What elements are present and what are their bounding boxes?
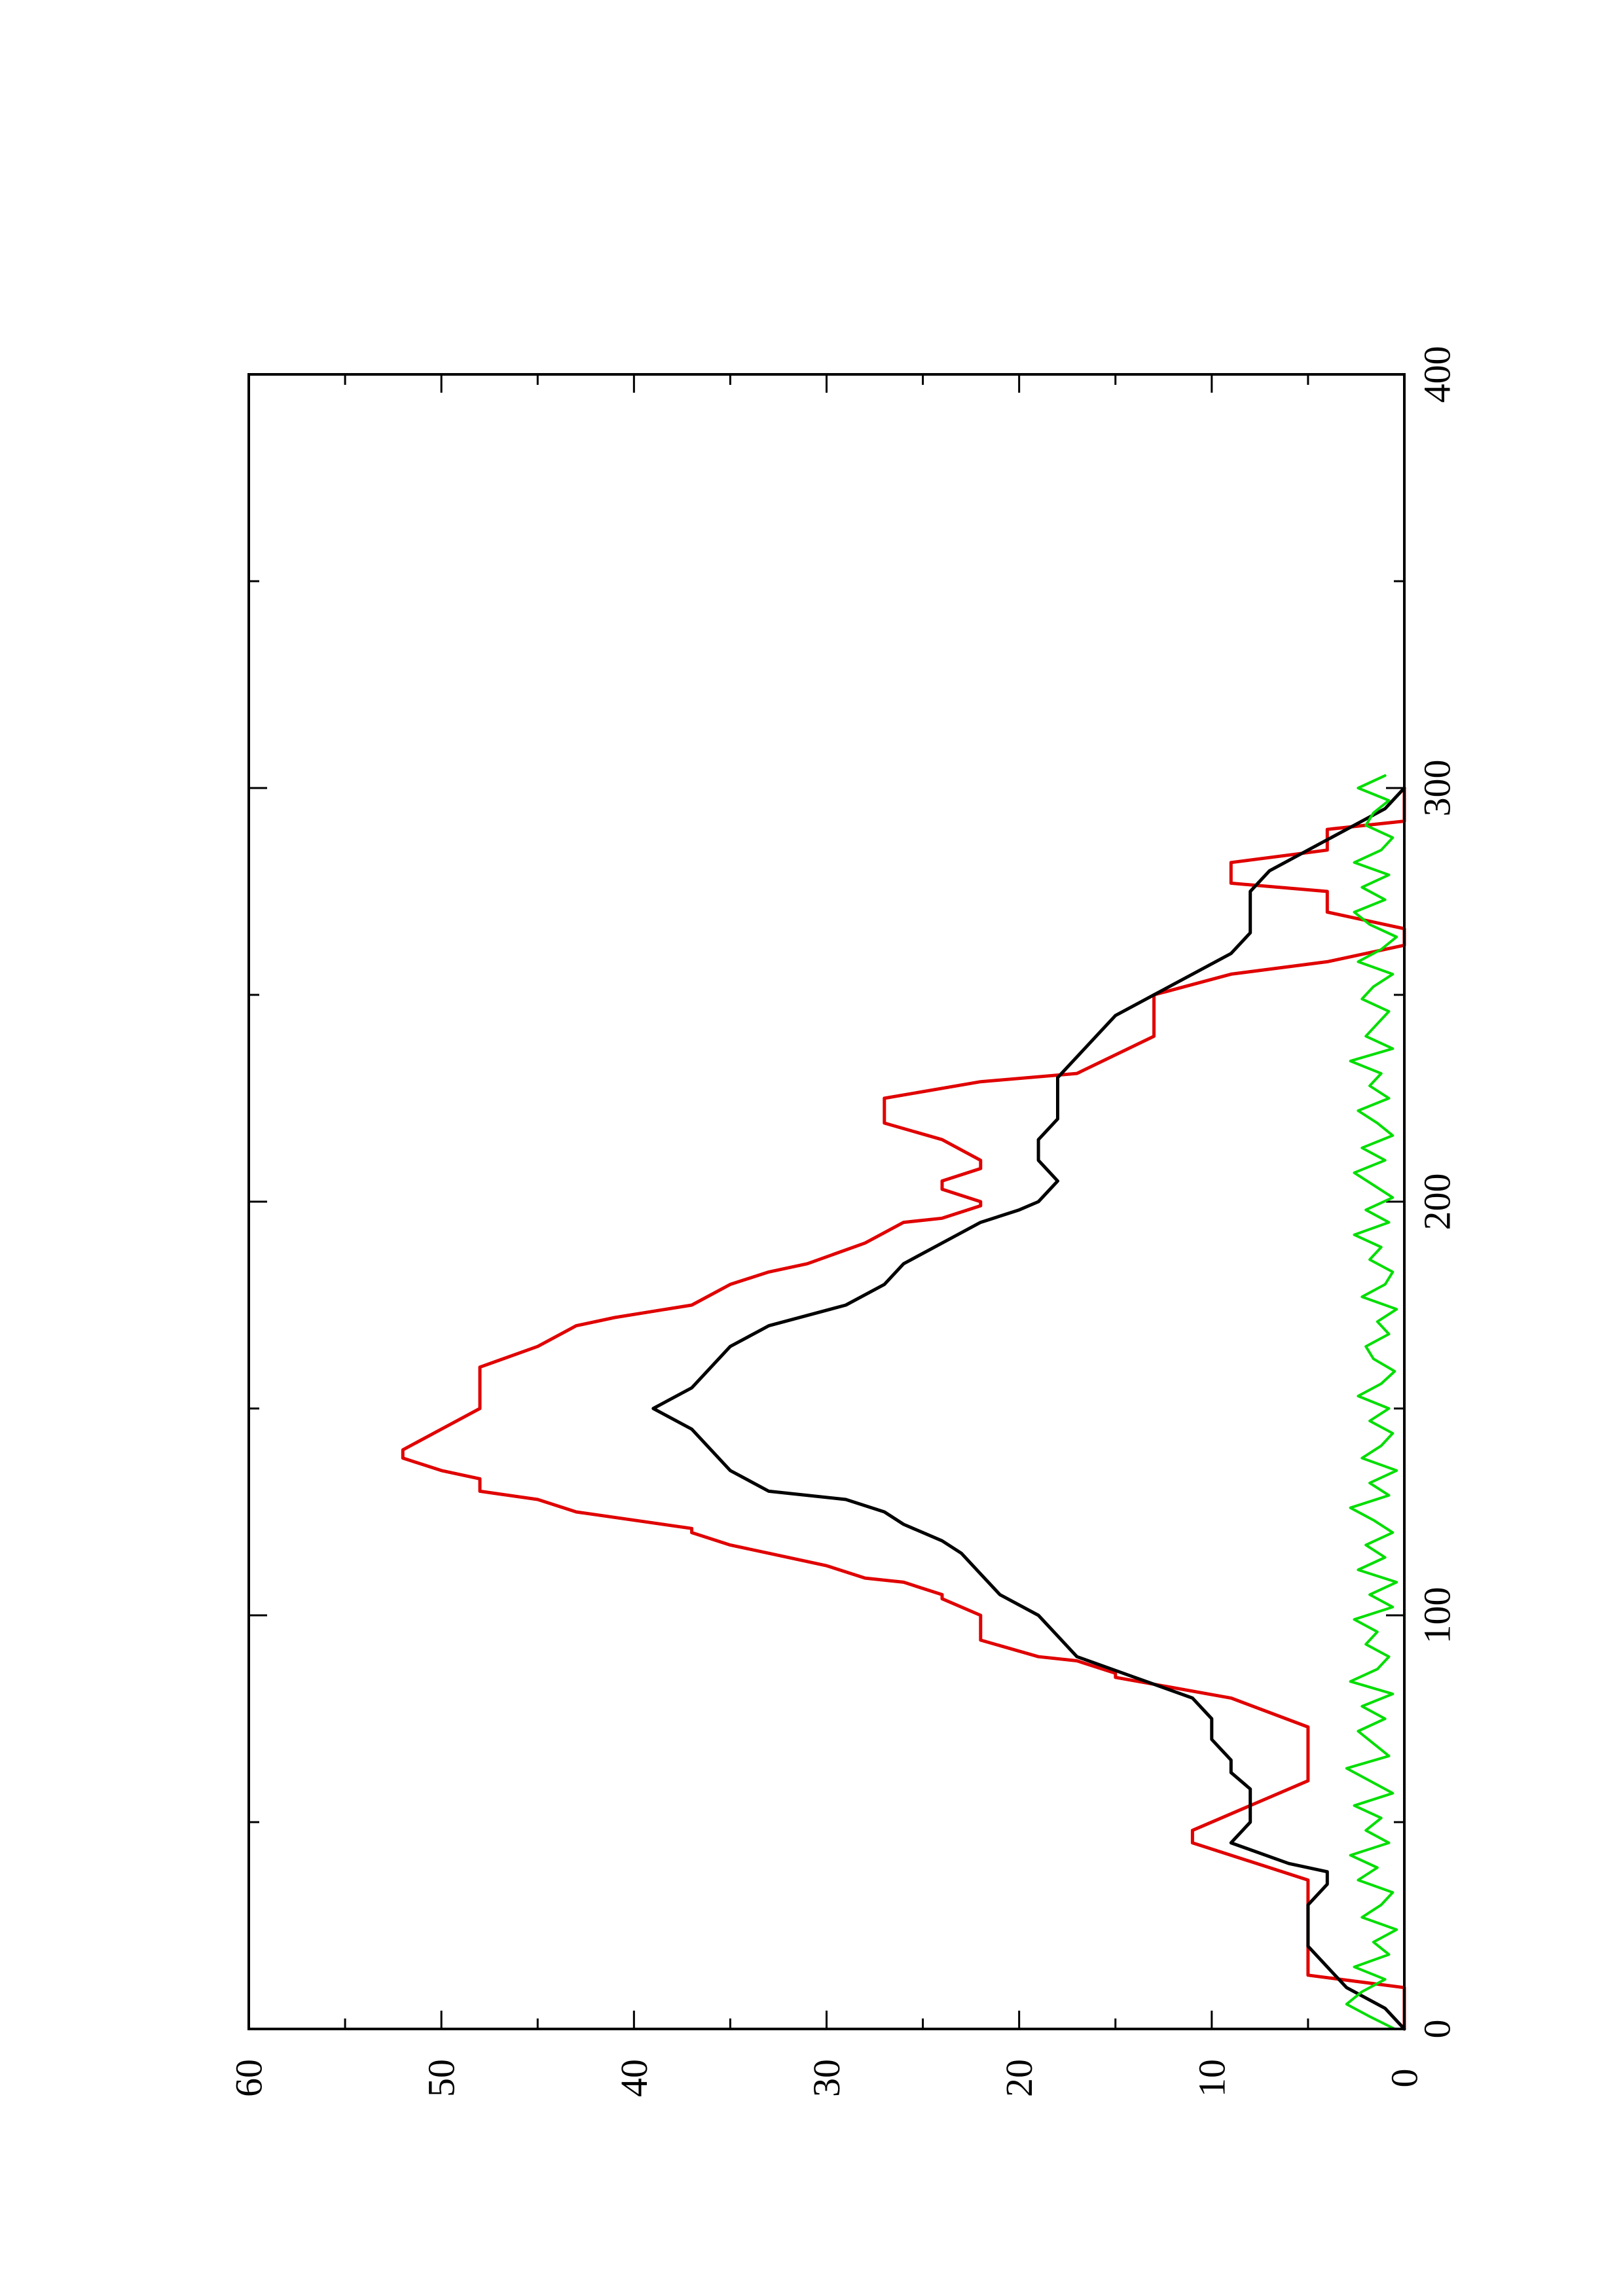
x-tick-label: 200 xyxy=(1416,1174,1459,1230)
x-tick-label: 100 xyxy=(1416,1587,1459,1644)
y-tick-label: 30 xyxy=(805,2059,848,2097)
y-tick-label: 10 xyxy=(1190,2059,1233,2097)
y-tick-labels: 0 10 20 30 40 50 60 xyxy=(228,2059,1426,2097)
y-tick-label: 0 xyxy=(1383,2069,1426,2088)
green-noise-series-line xyxy=(1345,774,1398,2030)
y-tick-label: 60 xyxy=(228,2059,270,2097)
minor-ticks xyxy=(249,374,1404,2029)
y-tick-label: 20 xyxy=(998,2059,1040,2097)
x-tick-label: 0 xyxy=(1416,2020,1459,2039)
black-smooth-series-line xyxy=(651,786,1406,2031)
x-tick-label: 300 xyxy=(1416,760,1459,817)
plot-frame xyxy=(247,373,1406,2030)
x-tick-label: 400 xyxy=(1416,346,1459,403)
series-layer xyxy=(401,774,1406,2031)
y-tick-label: 40 xyxy=(613,2059,655,2097)
x-tick-labels: 0 100 200 300 400 xyxy=(1416,346,1459,2039)
red-step-series-line xyxy=(401,786,1406,2031)
y-tick-label: 50 xyxy=(420,2059,463,2097)
major-ticks xyxy=(247,373,1406,2030)
